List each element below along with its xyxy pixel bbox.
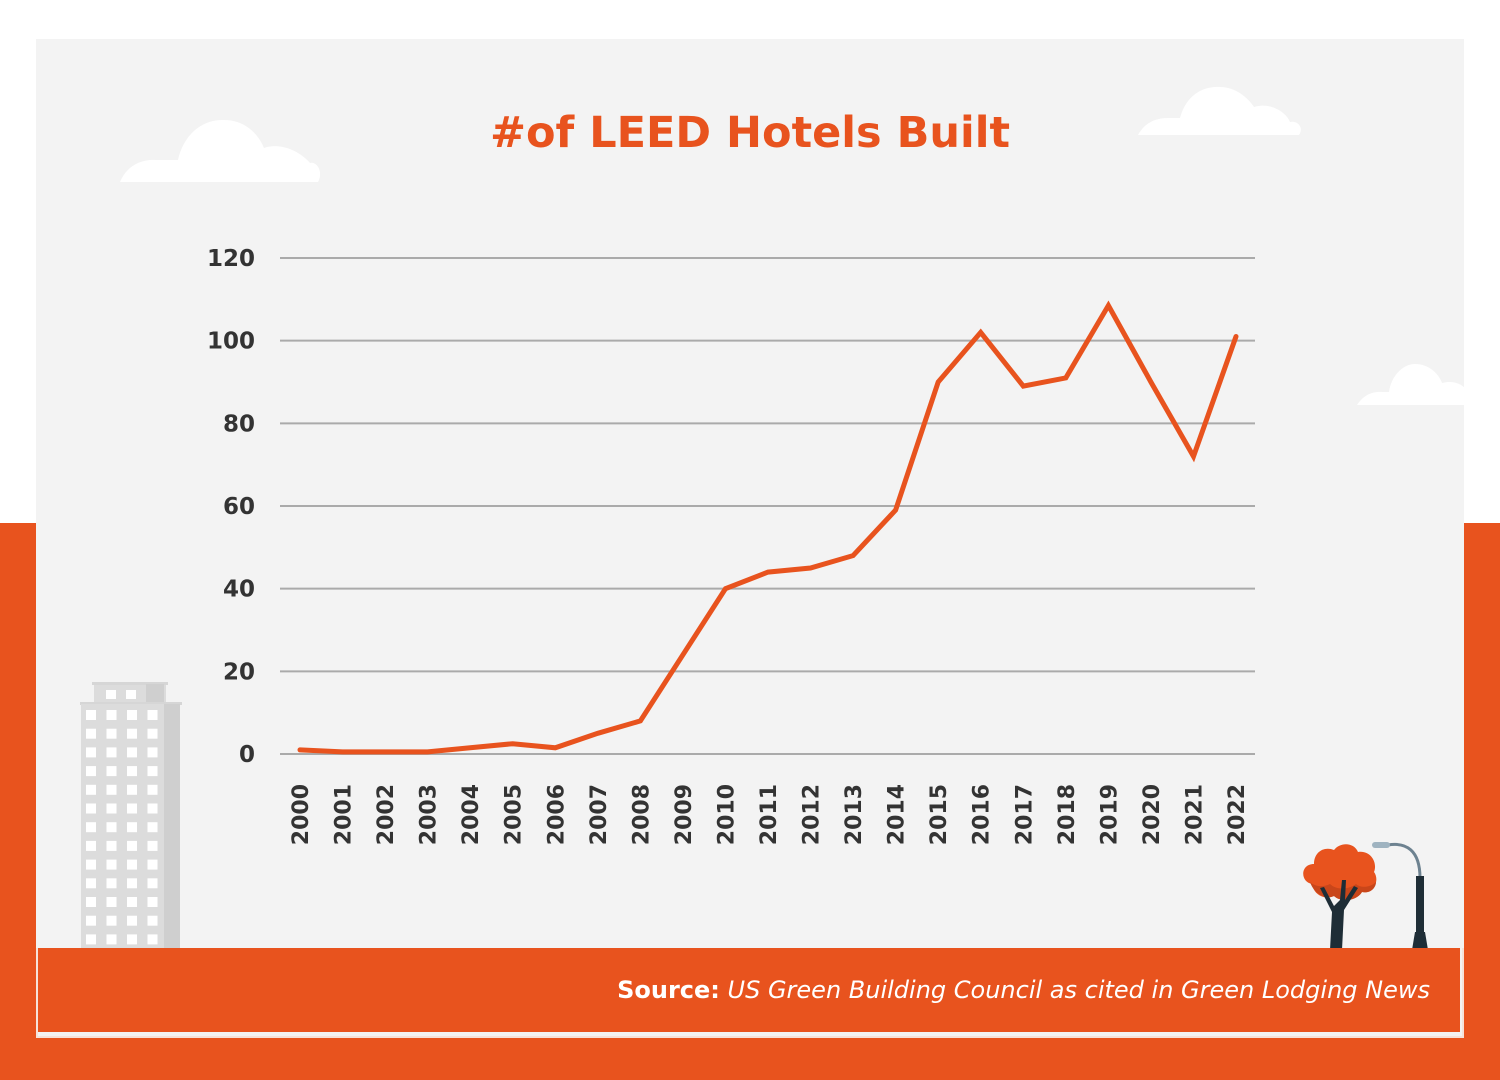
building-window [127,878,137,889]
building-window [86,915,96,926]
building-window [86,728,96,739]
building-window [127,803,137,814]
building-window [127,822,137,833]
line-chart: 0 20 40 60 80 100 120 2000 2001 2002 2003 2004 2005… [207,246,1255,845]
building-window [106,710,117,720]
building-window [86,747,96,758]
building-window [86,784,96,795]
building-window [127,915,137,926]
building-window [147,915,158,926]
x-tick-label: 2016 [970,784,995,845]
x-tick-label: 2020 [1140,784,1165,845]
building-window [127,766,137,777]
tree-icon [1303,844,1377,950]
building-window [127,784,137,795]
x-tick-label: 2022 [1225,784,1250,845]
building-window [106,897,117,907]
source-note: Source: US Green Building Council as cit… [617,976,1430,1004]
street-lamp-icon [1372,842,1428,950]
x-tick-label: 2015 [927,784,952,845]
building-window [106,859,117,870]
cloud-icon [120,119,320,182]
y-tick-label: 0 [239,742,255,768]
cloud-icon [1357,364,1465,405]
cloud-icon [1138,86,1301,135]
y-tick-label: 100 [207,329,255,355]
x-tick-label: 2018 [1055,784,1080,845]
x-tick-label: 2007 [587,784,612,845]
building-window [147,747,158,758]
x-tick-label: 2013 [842,784,867,845]
footer-bar [38,948,1460,1032]
source-text: US Green Building Council as cited in Gr… [727,976,1430,1004]
y-tick-label: 80 [223,411,255,437]
x-tick-label: 2004 [459,784,484,845]
building-window [106,803,117,814]
building-window [106,822,117,833]
x-tick-label: 2003 [417,784,442,845]
building-window [147,766,158,777]
building-window [127,728,137,739]
building-window [127,710,137,720]
building-window [147,728,158,739]
building-window [106,766,117,777]
x-tick-label: 2006 [544,784,569,845]
x-tick-label: 2002 [374,784,399,845]
series-line [297,300,1239,755]
building-window [147,897,158,907]
chart-title: #of LEED Hotels Built [489,108,1011,158]
building-window [86,840,96,851]
building-window [147,878,158,889]
x-tick-label: 2005 [502,784,527,845]
building-window [147,803,158,814]
x-tick-label: 2017 [1012,784,1037,845]
building-window [86,878,96,889]
y-tick-label: 40 [223,577,255,603]
x-tick-label: 2011 [757,784,782,845]
x-tick-label: 2008 [629,784,654,845]
building-window [106,915,117,926]
building-window [106,784,117,795]
chart-panel [36,39,1464,1036]
x-tick-label: 2012 [800,784,825,845]
building-window [86,766,96,777]
building-window [106,747,117,758]
building-window [106,878,117,889]
x-tick-label: 2021 [1182,784,1207,845]
y-tick-label: 120 [207,246,255,272]
building-window [147,859,158,870]
x-tick-label: 2000 [289,784,314,845]
building-window [86,859,96,870]
x-tick-label: 2010 [714,784,739,845]
building-window [127,859,137,870]
building-window [147,934,158,945]
x-tick-label: 2019 [1097,784,1122,845]
building-window [127,934,137,945]
x-tick-label: 2009 [672,784,697,845]
x-tick-label: 2001 [332,784,357,845]
building-window [127,840,137,851]
building-window [147,840,158,851]
y-tick-label: 60 [223,494,255,520]
building-window [86,934,96,945]
building-window [147,822,158,833]
building-window [106,728,117,739]
building-window [127,747,137,758]
building-window [106,840,117,851]
y-tick-label: 20 [223,659,255,685]
building-icon [80,682,182,950]
building-window [86,822,96,833]
footer-frame [36,948,1464,1038]
building-window [147,710,158,720]
building-window [86,803,96,814]
building-window [147,784,158,795]
building-window [127,897,137,907]
building-window [86,897,96,907]
building-window [86,710,96,720]
source-label: Source: [617,976,720,1004]
building-window [106,934,117,945]
x-tick-label: 2014 [885,784,910,845]
